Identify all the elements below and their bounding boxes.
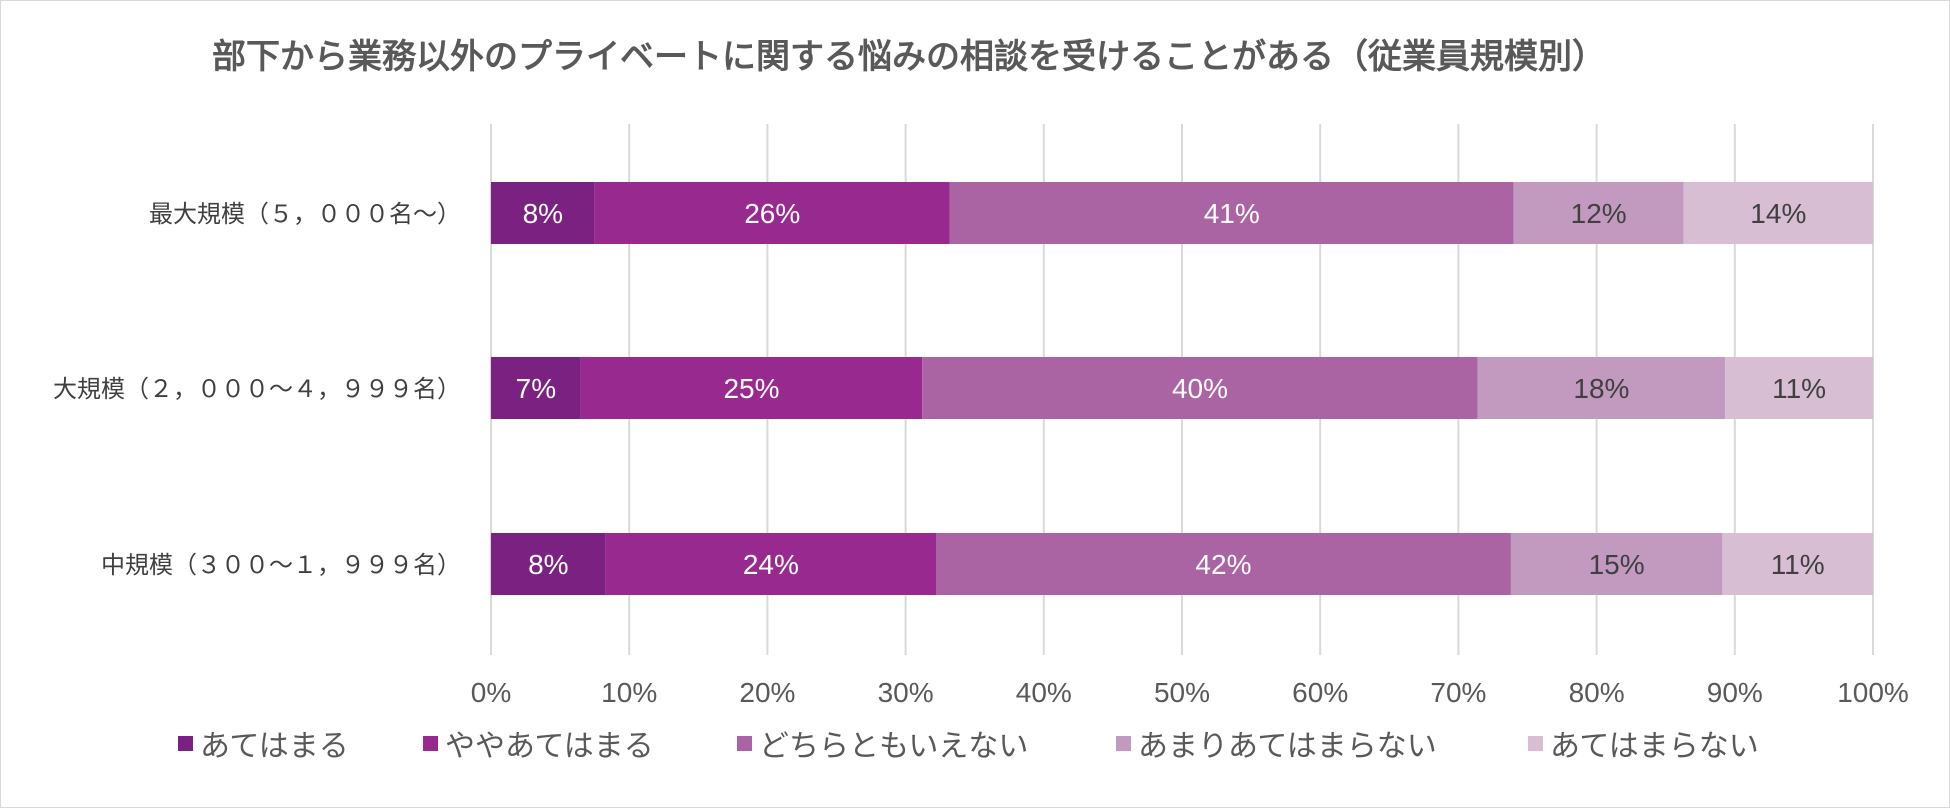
x-tick-label: 10% — [601, 677, 657, 708]
x-tick-label: 80% — [1569, 677, 1625, 708]
data-label: 7% — [516, 373, 556, 404]
legend-label: ややあてはまる — [445, 729, 654, 764]
x-tick-label: 50% — [1154, 677, 1210, 708]
category-label: 中規模（３００～１，９９９名） — [101, 551, 461, 579]
bar-segment — [1722, 533, 1873, 595]
x-axis-tick-labels: 0% 10% 20% 30% 40% 50% 60% 70% 80% 90% 100% — [471, 677, 1909, 708]
bar-segment — [594, 182, 950, 244]
x-tick-label: 20% — [739, 677, 795, 708]
legend: あてはまる ややあてはまる どちらともいえない あまりあてはまらない あてはまらない — [178, 729, 1759, 764]
bar-segment — [605, 533, 937, 595]
bar-segment — [1477, 357, 1726, 419]
x-tick-label: 40% — [1016, 677, 1072, 708]
x-tick-label: 0% — [471, 677, 511, 708]
legend-label: あてはまらない — [1550, 729, 1759, 764]
data-label: 40% — [1172, 373, 1228, 404]
x-tick-label: 100% — [1837, 677, 1909, 708]
x-tick-label: 70% — [1430, 677, 1486, 708]
data-label: 26% — [744, 198, 800, 229]
bar-segment — [491, 357, 581, 419]
bar-segment — [491, 533, 606, 595]
category-label: 大規模（２，０００～４，９９９名） — [53, 375, 461, 403]
legend-label: あまりあてはまらない — [1138, 729, 1437, 764]
legend-label: あてはまる — [200, 729, 349, 764]
category-labels: 最大規模（５，０００名～） 大規模（２，０００～４，９９９名） 中規模（３００～１，… — [53, 200, 461, 579]
category-label: 最大規模（５，０００名～） — [149, 200, 461, 228]
legend-swatch — [737, 736, 752, 751]
bar-segment — [1725, 357, 1873, 419]
data-label: 12% — [1571, 198, 1627, 229]
bar-segment — [580, 357, 923, 419]
bar-segment — [1513, 182, 1684, 244]
bar-segment — [922, 357, 1478, 419]
data-label: 11% — [1772, 373, 1826, 404]
x-tick-label: 30% — [878, 677, 934, 708]
bar-segment — [936, 533, 1511, 595]
data-label: 42% — [1195, 549, 1251, 580]
legend-label: どちらともいえない — [759, 729, 1028, 764]
bar-segment — [1510, 533, 1723, 595]
bar-segment — [491, 182, 595, 244]
data-labels: 8% 26% 41% 12% 14% 7% 25% 40% 18% 11% 8% 24% 42% 15% 1… — [516, 198, 1826, 580]
x-tick-label: 90% — [1707, 677, 1763, 708]
bar-segment — [1683, 182, 1873, 244]
data-label: 24% — [743, 549, 799, 580]
data-label: 8% — [523, 198, 563, 229]
data-label: 25% — [723, 373, 779, 404]
chart-title: 部下から業務以外のプライベートに関する悩みの相談を受けることがある（従業員規模別… — [212, 37, 1606, 77]
data-label: 41% — [1204, 198, 1260, 229]
data-label: 11% — [1771, 549, 1825, 580]
legend-swatch — [423, 736, 438, 751]
legend-swatch — [1528, 736, 1543, 751]
data-label: 18% — [1573, 373, 1629, 404]
data-label: 14% — [1750, 198, 1806, 229]
bars — [491, 182, 1873, 595]
legend-swatch — [1116, 736, 1131, 751]
legend-swatch — [178, 736, 193, 751]
data-label: 8% — [528, 549, 568, 580]
bar-segment — [949, 182, 1514, 244]
x-tick-label: 60% — [1292, 677, 1348, 708]
data-label: 15% — [1589, 549, 1645, 580]
